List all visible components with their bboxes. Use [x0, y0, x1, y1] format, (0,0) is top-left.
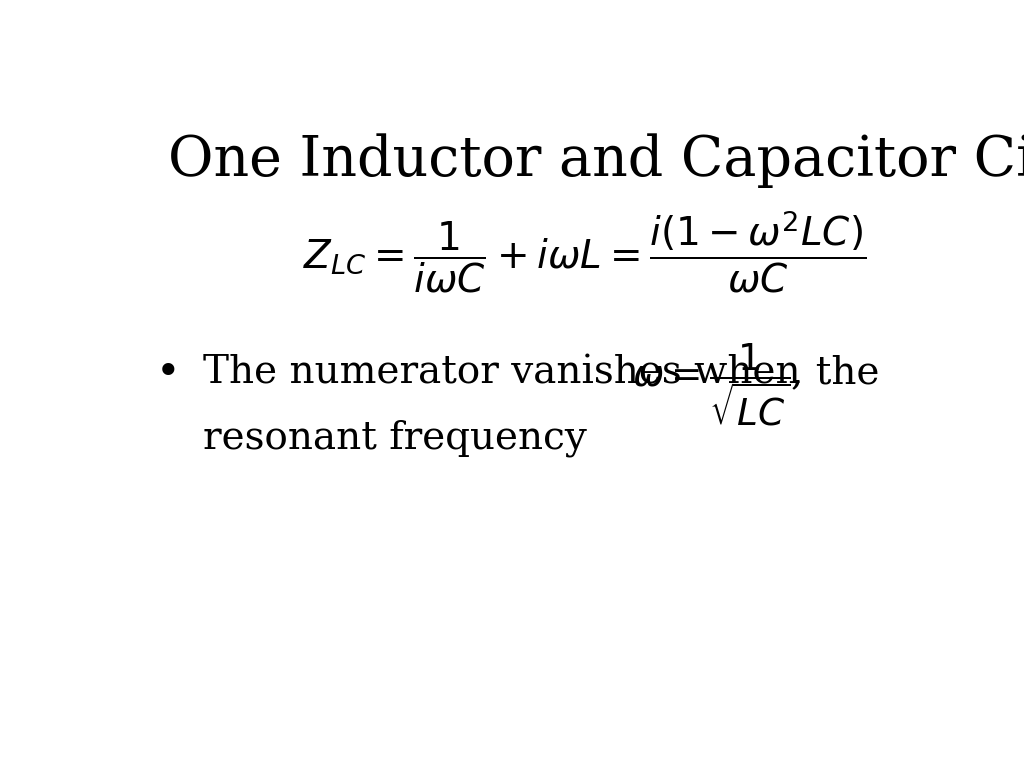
Text: One Inductor and Capacitor Circuit: One Inductor and Capacitor Circuit: [168, 134, 1024, 188]
Text: The numerator vanishes when: The numerator vanishes when: [204, 355, 801, 392]
Text: •: •: [156, 352, 180, 394]
Text: resonant frequency: resonant frequency: [204, 419, 588, 457]
Text: $Z_{LC} = \dfrac{1}{i\omega C} + i\omega L = \dfrac{i(1 - \omega^2 LC)}{\omega C: $Z_{LC} = \dfrac{1}{i\omega C} + i\omega…: [303, 208, 866, 295]
Text: , the: , the: [791, 355, 880, 392]
Text: $\omega = \dfrac{1}{\sqrt{LC}}$: $\omega = \dfrac{1}{\sqrt{LC}}$: [632, 342, 791, 428]
